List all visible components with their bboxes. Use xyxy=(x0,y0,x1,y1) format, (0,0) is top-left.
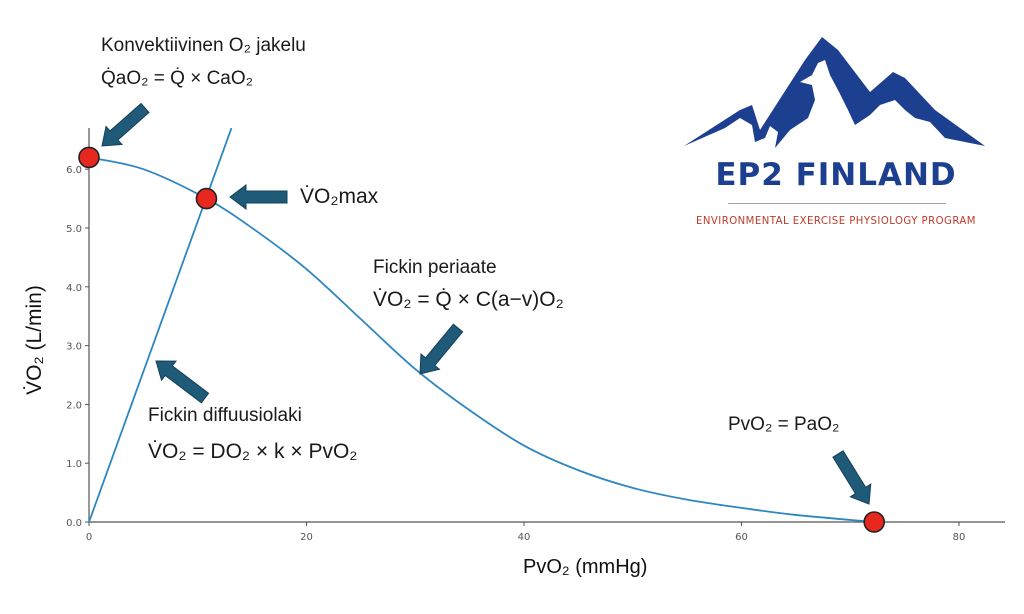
vo2max-label: V̇O₂max xyxy=(300,185,379,208)
axes: 0.0 1.0 2.0 3.0 4.0 5.0 6.0 0 20 40 60 80 xyxy=(66,128,1005,543)
y-tick-label: 2.0 xyxy=(66,400,82,411)
diffusion-law-title: Fickin diffuusiolaki xyxy=(148,405,302,426)
y-tick-label: 1.0 xyxy=(66,459,82,470)
equilibrium-label: PvO₂ = PaO₂ xyxy=(728,414,840,435)
convective-equation: Q̇aO₂ = Q̇ × CaO₂ xyxy=(101,68,254,89)
y-tick-label: 0.0 xyxy=(66,518,82,529)
logo-title: EP2 FINLAND xyxy=(715,157,957,193)
x-tick-label: 0 xyxy=(86,532,92,543)
mountain-logo-icon xyxy=(684,37,985,148)
point-equilibrium xyxy=(863,511,885,533)
logo-subtitle: ENVIRONMENTAL EXERCISE PHYSIOLOGY PROGRA… xyxy=(696,214,976,227)
arrow-icon xyxy=(229,184,288,210)
y-tick-label: 4.0 xyxy=(66,283,82,294)
y-tick-label: 6.0 xyxy=(66,165,82,176)
point-convective xyxy=(78,146,100,169)
x-tick-label: 20 xyxy=(300,532,313,543)
arrow-icon xyxy=(155,360,210,404)
logo-divider xyxy=(728,203,946,204)
arrow-icon xyxy=(832,450,872,505)
x-tick-label: 60 xyxy=(735,532,748,543)
x-axis-label: PvO₂ (mmHg) xyxy=(523,556,648,578)
fick-principle-title: Fickin periaate xyxy=(373,257,497,278)
arrow-icon xyxy=(419,323,464,375)
point-vo2max xyxy=(195,187,218,210)
y-tick-label: 5.0 xyxy=(66,224,82,235)
fick-curve xyxy=(88,156,875,523)
x-tick-label: 80 xyxy=(953,532,966,543)
x-tick-label: 40 xyxy=(518,532,531,543)
arrows-group xyxy=(101,102,872,505)
arrow-icon xyxy=(101,102,150,147)
y-tick-label: 3.0 xyxy=(66,342,82,353)
y-axis-label: V̇O₂ (L/min) xyxy=(23,285,46,395)
convective-title: Konvektiivinen O₂ jakelu xyxy=(101,35,306,56)
diffusion-law-equation: V̇O₂ = DO₂ × k × PvO₂ xyxy=(148,440,358,463)
points-group xyxy=(78,146,885,533)
fick-principle-equation: V̇O₂ = Q̇ × C(a−v)O₂ xyxy=(373,288,564,311)
